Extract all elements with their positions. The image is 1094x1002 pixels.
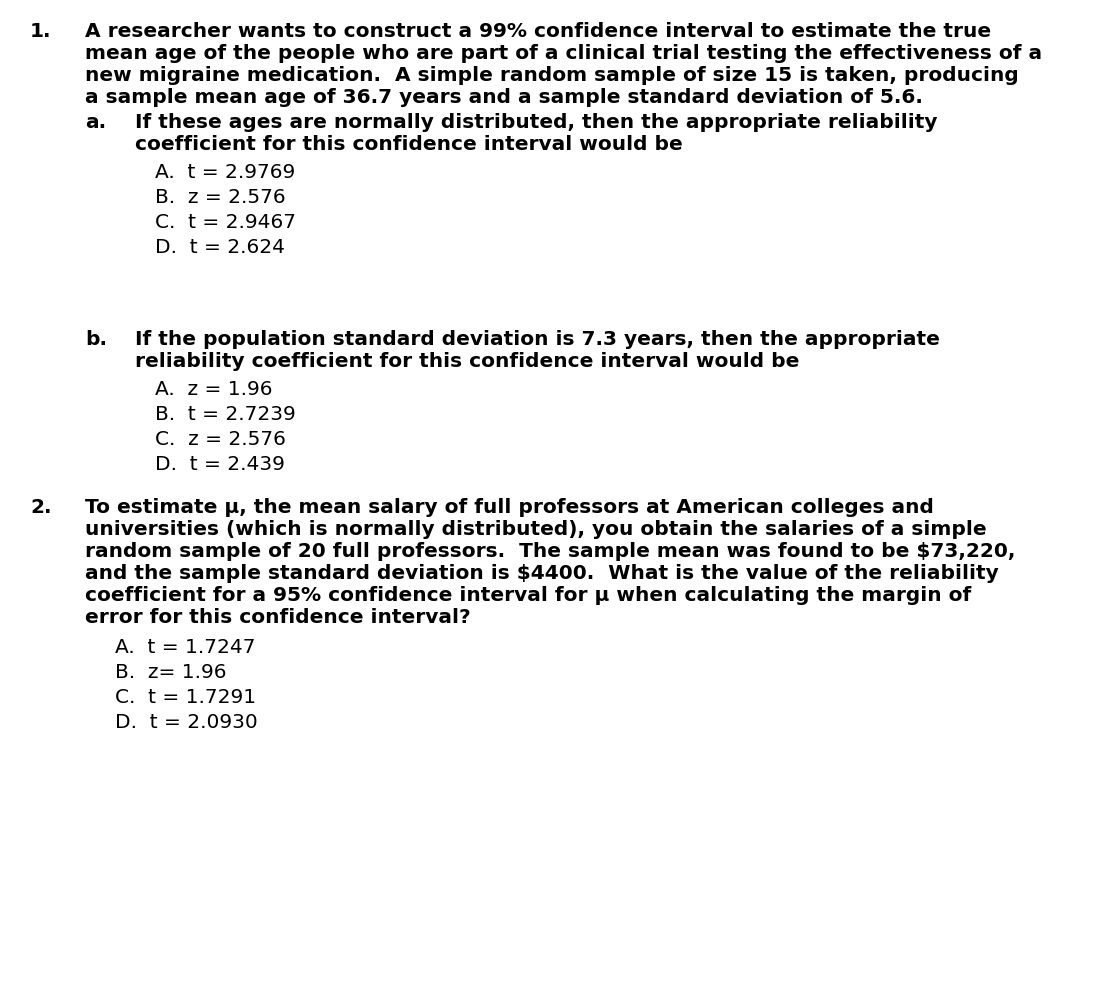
Text: A researcher wants to construct a 99% confidence interval to estimate the true: A researcher wants to construct a 99% co… [85, 22, 991, 41]
Text: a.: a. [85, 113, 106, 132]
Text: B.  z= 1.96: B. z= 1.96 [115, 663, 226, 682]
Text: new migraine medication.  A simple random sample of size 15 is taken, producing: new migraine medication. A simple random… [85, 66, 1019, 85]
Text: C.  z = 2.576: C. z = 2.576 [155, 430, 286, 449]
Text: coefficient for this confidence interval would be: coefficient for this confidence interval… [135, 135, 683, 154]
Text: D.  t = 2.624: D. t = 2.624 [155, 238, 286, 257]
Text: universities (which is normally distributed), you obtain the salaries of a simpl: universities (which is normally distribu… [85, 520, 987, 539]
Text: D.  t = 2.439: D. t = 2.439 [155, 455, 284, 474]
Text: C.  t = 1.7291: C. t = 1.7291 [115, 688, 256, 707]
Text: D.  t = 2.0930: D. t = 2.0930 [115, 713, 258, 732]
Text: To estimate μ, the mean salary of full professors at American colleges and: To estimate μ, the mean salary of full p… [85, 498, 934, 517]
Text: random sample of 20 full professors.  The sample mean was found to be $73,220,: random sample of 20 full professors. The… [85, 542, 1015, 561]
Text: B.  t = 2.7239: B. t = 2.7239 [155, 405, 295, 424]
Text: and the sample standard deviation is $4400.  What is the value of the reliabilit: and the sample standard deviation is $44… [85, 564, 999, 583]
Text: A.  z = 1.96: A. z = 1.96 [155, 380, 272, 399]
Text: mean age of the people who are part of a clinical trial testing the effectivenes: mean age of the people who are part of a… [85, 44, 1043, 63]
Text: a sample mean age of 36.7 years and a sample standard deviation of 5.6.: a sample mean age of 36.7 years and a sa… [85, 88, 923, 107]
Text: B.  z = 2.576: B. z = 2.576 [155, 188, 286, 207]
Text: error for this confidence interval?: error for this confidence interval? [85, 608, 470, 627]
Text: coefficient for a 95% confidence interval for μ when calculating the margin of: coefficient for a 95% confidence interva… [85, 586, 971, 605]
Text: 1.: 1. [30, 22, 51, 41]
Text: reliability coefficient for this confidence interval would be: reliability coefficient for this confide… [135, 352, 800, 371]
Text: b.: b. [85, 330, 107, 349]
Text: If these ages are normally distributed, then the appropriate reliability: If these ages are normally distributed, … [135, 113, 938, 132]
Text: A.  t = 2.9769: A. t = 2.9769 [155, 163, 295, 182]
Text: 2.: 2. [30, 498, 51, 517]
Text: C.  t = 2.9467: C. t = 2.9467 [155, 213, 296, 232]
Text: A.  t = 1.7247: A. t = 1.7247 [115, 638, 256, 657]
Text: If the population standard deviation is 7.3 years, then the appropriate: If the population standard deviation is … [135, 330, 940, 349]
